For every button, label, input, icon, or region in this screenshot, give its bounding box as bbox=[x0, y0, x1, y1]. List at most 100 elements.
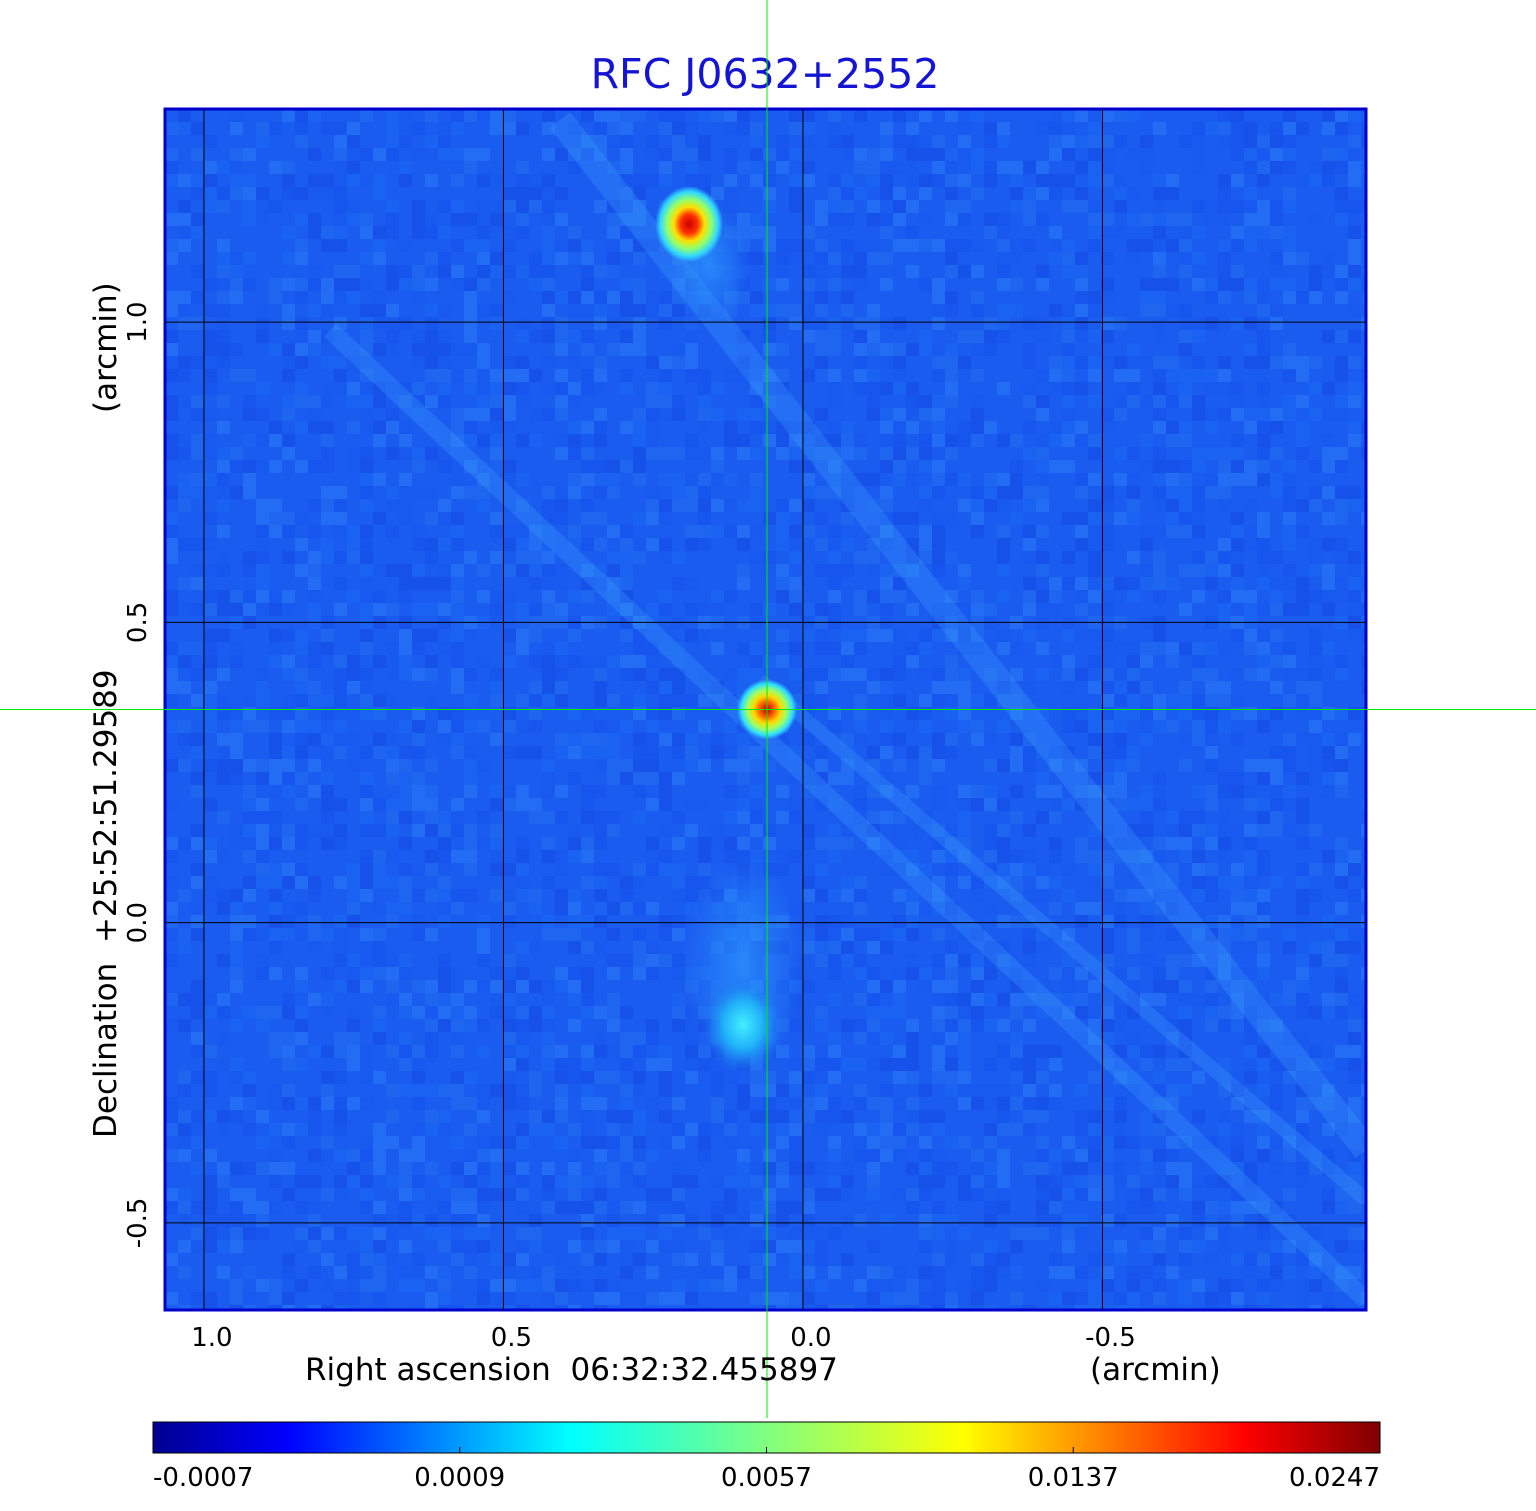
noise-pixel bbox=[269, 655, 282, 668]
noise-pixel bbox=[646, 1240, 659, 1253]
noise-pixel bbox=[1101, 824, 1114, 837]
noise-pixel bbox=[646, 863, 659, 876]
noise-pixel bbox=[217, 395, 230, 408]
noise-pixel bbox=[1088, 655, 1101, 668]
noise-pixel bbox=[1335, 538, 1348, 551]
noise-pixel bbox=[490, 408, 503, 421]
noise-pixel bbox=[1335, 200, 1348, 213]
noise-pixel bbox=[750, 304, 763, 317]
noise-pixel bbox=[555, 239, 568, 252]
noise-pixel bbox=[893, 629, 906, 642]
noise-pixel bbox=[1166, 902, 1179, 915]
noise-pixel bbox=[321, 1136, 334, 1149]
noise-pixel bbox=[750, 1201, 763, 1214]
noise-pixel bbox=[1257, 850, 1270, 863]
noise-pixel bbox=[204, 1292, 217, 1305]
noise-pixel bbox=[217, 1227, 230, 1240]
noise-pixel bbox=[1309, 629, 1322, 642]
noise-pixel bbox=[594, 382, 607, 395]
noise-pixel bbox=[230, 954, 243, 967]
noise-pixel bbox=[1270, 317, 1283, 330]
noise-pixel bbox=[1114, 369, 1127, 382]
noise-pixel bbox=[1192, 1214, 1205, 1227]
noise-pixel bbox=[425, 1214, 438, 1227]
noise-pixel bbox=[620, 278, 633, 291]
noise-pixel bbox=[1309, 1006, 1322, 1019]
noise-pixel bbox=[1231, 863, 1244, 876]
noise-pixel bbox=[230, 1227, 243, 1240]
noise-pixel bbox=[490, 1006, 503, 1019]
noise-pixel bbox=[165, 239, 178, 252]
noise-pixel bbox=[685, 473, 698, 486]
noise-pixel bbox=[1218, 369, 1231, 382]
noise-pixel bbox=[1348, 551, 1361, 564]
noise-pixel bbox=[1140, 954, 1153, 967]
noise-pixel bbox=[1075, 1175, 1088, 1188]
noise-pixel bbox=[932, 694, 945, 707]
noise-pixel bbox=[1075, 291, 1088, 304]
noise-pixel bbox=[464, 213, 477, 226]
noise-pixel bbox=[178, 356, 191, 369]
noise-pixel bbox=[360, 590, 373, 603]
noise-pixel bbox=[321, 707, 334, 720]
noise-pixel bbox=[802, 603, 815, 616]
noise-pixel bbox=[1153, 993, 1166, 1006]
noise-pixel bbox=[1361, 1188, 1366, 1201]
noise-pixel bbox=[594, 317, 607, 330]
noise-pixel bbox=[828, 369, 841, 382]
noise-pixel bbox=[906, 1110, 919, 1123]
noise-pixel bbox=[594, 746, 607, 759]
noise-pixel bbox=[412, 785, 425, 798]
noise-pixel bbox=[1023, 915, 1036, 928]
noise-pixel bbox=[1348, 590, 1361, 603]
noise-pixel bbox=[1036, 317, 1049, 330]
noise-pixel bbox=[334, 200, 347, 213]
noise-pixel bbox=[568, 304, 581, 317]
noise-pixel bbox=[867, 369, 880, 382]
noise-pixel bbox=[1205, 733, 1218, 746]
noise-pixel bbox=[828, 668, 841, 681]
noise-pixel bbox=[685, 1292, 698, 1305]
noise-pixel bbox=[1296, 915, 1309, 928]
noise-pixel bbox=[932, 980, 945, 993]
noise-pixel bbox=[1101, 928, 1114, 941]
noise-pixel bbox=[295, 278, 308, 291]
noise-pixel bbox=[1049, 369, 1062, 382]
noise-pixel bbox=[191, 785, 204, 798]
noise-pixel bbox=[399, 954, 412, 967]
noise-pixel bbox=[1062, 668, 1075, 681]
noise-pixel bbox=[672, 642, 685, 655]
noise-pixel bbox=[373, 694, 386, 707]
noise-pixel bbox=[646, 798, 659, 811]
noise-pixel bbox=[750, 668, 763, 681]
noise-pixel bbox=[503, 1136, 516, 1149]
noise-pixel bbox=[1231, 395, 1244, 408]
noise-pixel bbox=[1010, 1032, 1023, 1045]
noise-pixel bbox=[256, 1227, 269, 1240]
noise-pixel bbox=[1192, 811, 1205, 824]
noise-pixel bbox=[607, 655, 620, 668]
noise-pixel bbox=[633, 447, 646, 460]
noise-pixel bbox=[1205, 1006, 1218, 1019]
noise-pixel bbox=[360, 954, 373, 967]
noise-pixel bbox=[919, 668, 932, 681]
noise-pixel bbox=[555, 434, 568, 447]
noise-pixel bbox=[789, 317, 802, 330]
noise-pixel bbox=[256, 499, 269, 512]
noise-pixel bbox=[269, 1123, 282, 1136]
noise-pixel bbox=[1322, 161, 1335, 174]
noise-pixel bbox=[1244, 499, 1257, 512]
noise-pixel bbox=[919, 863, 932, 876]
noise-pixel bbox=[256, 317, 269, 330]
noise-pixel bbox=[620, 213, 633, 226]
noise-pixel bbox=[165, 603, 178, 616]
noise-pixel bbox=[412, 863, 425, 876]
noise-pixel bbox=[373, 1201, 386, 1214]
noise-pixel bbox=[1075, 434, 1088, 447]
noise-pixel bbox=[867, 1019, 880, 1032]
noise-pixel bbox=[1023, 1019, 1036, 1032]
noise-pixel bbox=[958, 707, 971, 720]
noise-pixel bbox=[477, 1214, 490, 1227]
noise-pixel bbox=[464, 278, 477, 291]
noise-pixel bbox=[243, 798, 256, 811]
